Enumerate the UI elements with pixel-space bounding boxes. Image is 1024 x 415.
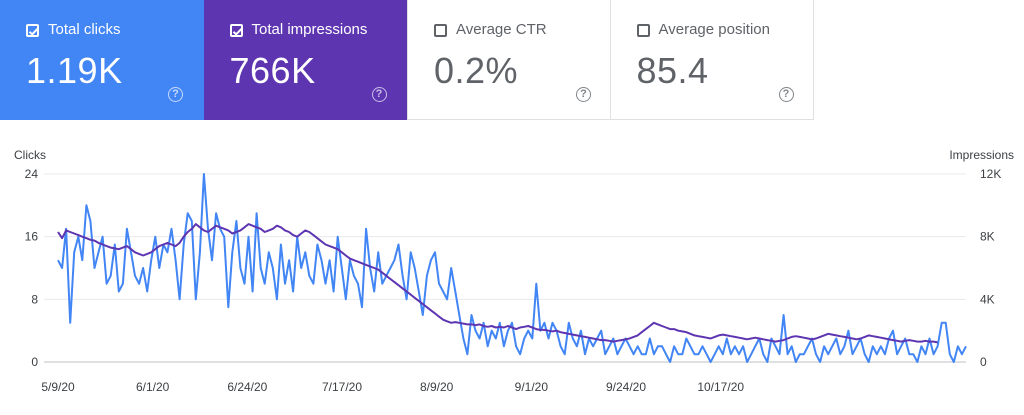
question-circle-icon[interactable]: ?: [168, 87, 183, 102]
x-tick-label: 7/17/20: [322, 380, 362, 394]
metric-label: Average position: [658, 21, 770, 38]
metric-value: 0.2%: [434, 50, 519, 91]
checkbox-checked-icon[interactable]: [229, 24, 243, 37]
metric-value: 85.4: [636, 50, 709, 91]
impressions-series-line: [57, 223, 938, 344]
card-average-position[interactable]: Average position 85.4 ?: [610, 0, 814, 120]
question-circle-icon[interactable]: ?: [778, 87, 794, 102]
metric-label: Total clicks: [48, 21, 121, 38]
clicks-series-line: [57, 173, 967, 363]
right-tick-label: 12K: [980, 167, 1001, 181]
performance-chart[interactable]: 0 0 8 4K 16 8K 24 12K 5/9/20 6/1/20 6/24/20 7/17/20…: [0, 160, 1024, 415]
x-tick-label: 8/9/20: [420, 380, 454, 394]
right-tick-label: 0: [980, 355, 987, 369]
metric-cards: Total clicks 1.19K ? Total impressions 7…: [0, 0, 814, 120]
checkbox-checked-icon[interactable]: [26, 24, 39, 37]
card-average-ctr[interactable]: Average CTR 0.2% ?: [407, 0, 611, 120]
checkbox-unchecked-icon[interactable]: [636, 24, 650, 37]
x-tick-label: 5/9/20: [41, 380, 75, 394]
question-circle-icon[interactable]: ?: [576, 87, 591, 102]
x-tick-label: 9/24/20: [606, 380, 646, 394]
right-tick-label: 8K: [980, 230, 995, 244]
metric-label: Total impressions: [251, 21, 368, 38]
left-axis-title: Clicks: [14, 148, 46, 162]
right-axis-title: Impressions: [949, 148, 1014, 162]
left-tick-label: 24: [25, 167, 39, 181]
x-tick-label: 10/17/20: [697, 380, 744, 394]
checkbox-unchecked-icon[interactable]: [434, 24, 447, 37]
left-tick-label: 16: [25, 230, 39, 244]
left-tick-label: 0: [31, 355, 38, 369]
metric-value: 766K: [229, 50, 316, 91]
question-circle-icon[interactable]: ?: [371, 87, 387, 102]
card-total-impressions[interactable]: Total impressions 766K ?: [203, 0, 407, 120]
card-total-clicks[interactable]: Total clicks 1.19K ?: [0, 0, 204, 120]
x-tick-label: 6/1/20: [136, 380, 170, 394]
metric-label: Average CTR: [456, 21, 547, 38]
x-tick-label: 9/1/20: [515, 380, 549, 394]
right-tick-label: 4K: [980, 292, 995, 306]
left-tick-label: 8: [31, 292, 38, 306]
x-tick-label: 6/24/20: [227, 380, 267, 394]
metric-value: 1.19K: [26, 50, 123, 91]
